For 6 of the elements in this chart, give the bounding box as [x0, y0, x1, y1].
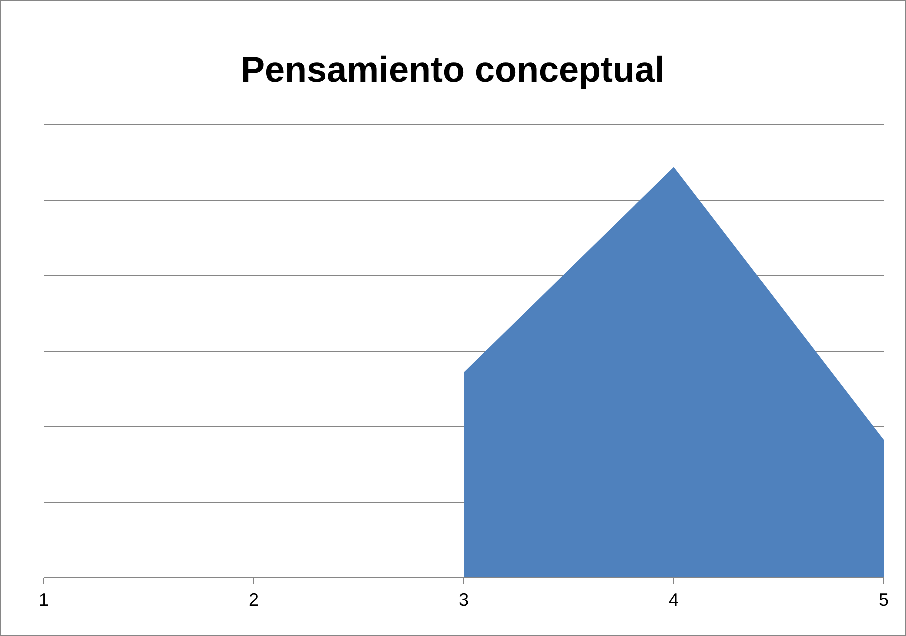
- x-tick-label: 5: [878, 590, 890, 610]
- chart-title: Pensamiento conceptual: [240, 49, 666, 90]
- x-tick-label: 1: [38, 590, 50, 610]
- x-tick-label: 3: [458, 590, 470, 610]
- x-tick-label: 2: [248, 590, 260, 610]
- x-tick-label: 4: [668, 590, 680, 610]
